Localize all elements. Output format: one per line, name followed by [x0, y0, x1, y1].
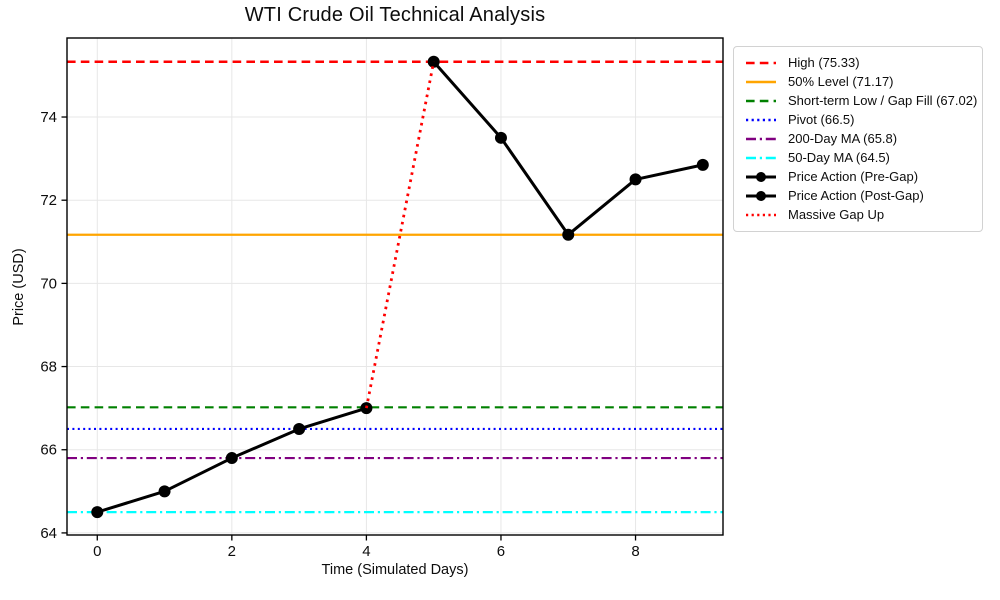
legend-item-label: Massive Gap Up: [788, 207, 885, 222]
legend-item-label: 50% Level (71.17): [788, 74, 894, 89]
legend-line-sample: [746, 99, 776, 103]
x-tick-label: 0: [93, 543, 101, 560]
y-tick-label: 68: [40, 359, 57, 376]
data-point-marker: [629, 173, 642, 186]
y-tick-label: 74: [40, 109, 57, 126]
legend-item: 50-Day MA (64.5): [745, 149, 974, 167]
legend-item-label: 200-Day MA (65.8): [788, 131, 898, 146]
y-tick-label: 64: [40, 525, 57, 542]
legend-line-sample: [746, 156, 776, 160]
legend-item: Pivot (66.5): [745, 111, 974, 129]
y-tick-label: 72: [40, 192, 57, 209]
legend: High (75.33) 50% Level (71.17) Short-term …: [733, 46, 983, 232]
legend-item: Massive Gap Up: [745, 206, 974, 224]
x-axis-label: Time (Simulated Days): [321, 562, 469, 578]
legend-item-label: Price Action (Post-Gap): [788, 188, 924, 203]
legend-marker-sample: [756, 172, 766, 182]
legend-line-sample: [746, 191, 776, 201]
data-point-marker: [494, 131, 507, 144]
legend-item: Price Action (Post-Gap): [745, 187, 974, 205]
legend-item: Price Action (Pre-Gap): [745, 168, 974, 186]
y-tick-label: 66: [40, 442, 57, 459]
data-point-marker: [293, 422, 306, 435]
legend-item: 50% Level (71.17): [745, 73, 974, 91]
legend-item-label: Short-term Low / Gap Fill (67.02): [788, 93, 978, 108]
x-tick-label: 6: [497, 543, 505, 560]
y-axis-label: Price (USD): [11, 248, 27, 326]
data-point-marker: [158, 485, 171, 498]
chart-title: WTI Crude Oil Technical Analysis: [244, 4, 546, 26]
x-tick-label: 2: [228, 543, 236, 560]
legend-line-sample: [746, 61, 776, 65]
legend-item-label: High (75.33): [788, 55, 860, 70]
legend-item: High (75.33): [745, 54, 974, 72]
x-tick-label: 8: [631, 543, 639, 560]
plot-frame: [66, 37, 724, 536]
legend-item: 200-Day MA (65.8): [745, 130, 974, 148]
x-tick-label: 4: [362, 543, 370, 560]
series-line-2: [365, 61, 436, 409]
legend-line-sample: [746, 118, 776, 122]
data-point-marker: [562, 228, 575, 241]
legend-line-sample: [746, 80, 776, 84]
data-point-marker: [696, 158, 709, 171]
legend-line-sample: [746, 137, 776, 141]
series-line-1: [432, 60, 704, 237]
legend-line-sample: [746, 213, 776, 217]
data-point-marker: [91, 506, 104, 519]
y-tick-label: 70: [40, 275, 57, 292]
legend-marker-sample: [756, 191, 766, 201]
legend-line-sample: [746, 172, 776, 182]
legend-item-label: Pivot (66.5): [788, 112, 855, 127]
legend-item-label: 50-Day MA (64.5): [788, 150, 890, 165]
legend-item-label: Price Action (Pre-Gap): [788, 169, 919, 184]
legend-item: Short-term Low / Gap Fill (67.02): [745, 92, 978, 110]
data-point-marker: [225, 452, 238, 465]
